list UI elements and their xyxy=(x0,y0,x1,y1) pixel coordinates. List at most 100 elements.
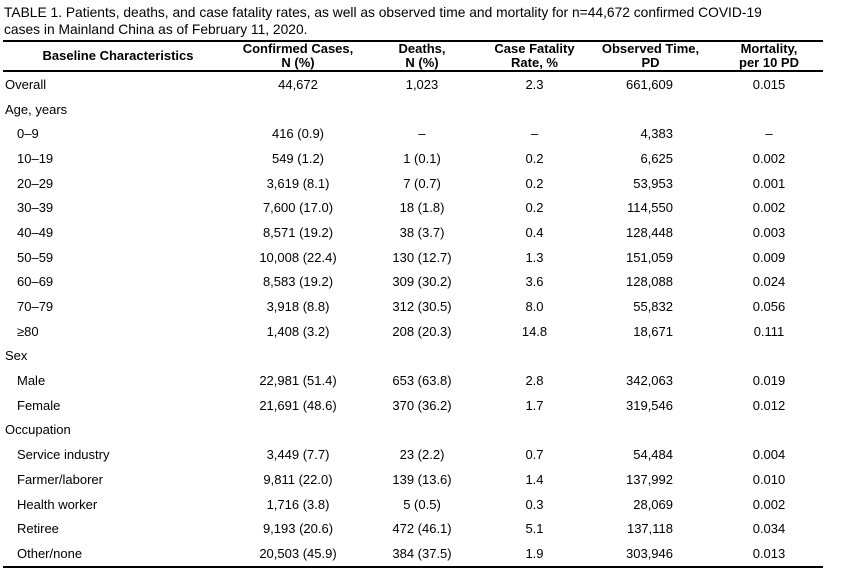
case-fatality-rate-cell: 0.4 xyxy=(525,224,544,240)
confirmed-cases-cell: 44,672 xyxy=(278,76,318,92)
mortality-cell: 0.001 xyxy=(752,175,786,191)
case-fatality-rate-cell: 0.2 xyxy=(525,200,544,216)
confirmed-cases-cell: 22,981 (51.4) xyxy=(259,373,337,389)
case-fatality-rate-cell: – xyxy=(530,126,539,142)
row-label: Health worker xyxy=(17,496,98,512)
row-label: Service industry xyxy=(17,447,110,463)
column-header-observed-time: Observed Time, PD xyxy=(588,42,713,70)
observed-time-cell: 319,546 xyxy=(626,397,673,413)
observed-time-cell: 18,671 xyxy=(633,323,673,339)
mortality-cell: 0.010 xyxy=(752,471,786,487)
column-header-label: Rate, % xyxy=(511,55,558,70)
table-row: 10–19 549 (1.2) 1 (0.1) 0.2 6,625 0.002 xyxy=(3,146,823,171)
observed-time-cell: 151,059 xyxy=(626,249,673,265)
row-label: 70–79 xyxy=(17,299,54,315)
column-header-label: Baseline Characteristics xyxy=(42,48,194,63)
table-title-line-2: cases in Mainland China as of February 1… xyxy=(4,21,308,37)
deaths-cell: 1 (0.1) xyxy=(403,150,441,166)
case-fatality-rate-cell: 0.2 xyxy=(525,175,544,191)
observed-time-cell: 6,625 xyxy=(640,150,673,166)
row-label: 0–9 xyxy=(17,126,39,142)
deaths-cell: 309 (30.2) xyxy=(392,274,452,290)
case-fatality-rate-cell: 5.1 xyxy=(525,521,544,537)
data-table: Baseline Characteristics Confirmed Cases… xyxy=(3,40,823,568)
column-header-mortality: Mortality, per 10 PD xyxy=(713,42,825,70)
column-header-baseline-characteristics: Baseline Characteristics xyxy=(3,49,233,63)
table-row: Overall 44,672 1,023 2.3 661,609 0.015 xyxy=(3,72,823,97)
table-section-row: Age, years xyxy=(3,97,823,122)
mortality-cell: 0.009 xyxy=(752,249,786,265)
observed-time-cell: 128,088 xyxy=(626,274,673,290)
confirmed-cases-cell: 549 (1.2) xyxy=(271,150,325,166)
deaths-cell: 139 (13.6) xyxy=(392,471,452,487)
row-label: Overall xyxy=(5,76,47,92)
row-label: Age, years xyxy=(5,101,68,117)
confirmed-cases-cell: 8,583 (19.2) xyxy=(262,274,334,290)
row-label: 40–49 xyxy=(17,224,54,240)
column-header-label: Case Fatality xyxy=(494,41,575,56)
deaths-cell: 18 (1.8) xyxy=(399,200,445,216)
case-fatality-rate-cell: 2.3 xyxy=(525,76,544,92)
row-label: 30–39 xyxy=(17,200,54,216)
observed-time-cell: 54,484 xyxy=(633,447,673,463)
row-label: 20–29 xyxy=(17,175,54,191)
deaths-cell: 370 (36.2) xyxy=(392,397,452,413)
row-label: Sex xyxy=(5,348,28,364)
confirmed-cases-cell: 1,716 (3.8) xyxy=(266,496,330,512)
deaths-cell: 5 (0.5) xyxy=(403,496,441,512)
deaths-cell: 7 (0.7) xyxy=(403,175,441,191)
table-header-row: Baseline Characteristics Confirmed Cases… xyxy=(3,40,823,72)
mortality-cell: 0.056 xyxy=(752,299,786,315)
table-row: Service industry 3,449 (7.7) 23 (2.2) 0.7 54… xyxy=(3,442,823,467)
row-label: Female xyxy=(17,397,61,413)
observed-time-cell: 28,069 xyxy=(633,496,673,512)
mortality-cell: 0.111 xyxy=(753,323,785,339)
column-header-label: N (%) xyxy=(405,55,439,70)
table-row: Female 21,691 (48.6) 370 (36.2) 1.7 319,546 0… xyxy=(3,393,823,418)
table-row: ≥80 1,408 (3.2) 208 (20.3) 14.8 18,671 0.111 xyxy=(3,319,823,344)
confirmed-cases-cell: 7,600 (17.0) xyxy=(262,200,334,216)
table-row: Male 22,981 (51.4) 653 (63.8) 2.8 342,063 0.0… xyxy=(3,368,823,393)
row-label: ≥80 xyxy=(17,323,39,339)
table-row: 60–69 8,583 (19.2) 309 (30.2) 3.6 128,088 0.0… xyxy=(3,270,823,295)
column-header-label: Confirmed Cases, xyxy=(242,41,354,56)
observed-time-cell: 55,832 xyxy=(633,299,673,315)
observed-time-cell: 53,953 xyxy=(633,175,673,191)
column-header-label: Mortality, xyxy=(740,41,798,56)
row-label: 50–59 xyxy=(17,249,54,265)
mortality-cell: 0.024 xyxy=(752,274,786,290)
confirmed-cases-cell: 3,619 (8.1) xyxy=(266,175,330,191)
confirmed-cases-cell: 416 (0.9) xyxy=(271,126,325,142)
observed-time-cell: 303,946 xyxy=(626,545,673,561)
row-label: Occupation xyxy=(5,422,71,438)
confirmed-cases-cell: 9,811 (22.0) xyxy=(263,471,333,487)
case-fatality-rate-cell: 1.4 xyxy=(525,471,544,487)
table-row: 30–39 7,600 (17.0) 18 (1.8) 0.2 114,550 0.002 xyxy=(3,195,823,220)
confirmed-cases-cell: 9,193 (20.6) xyxy=(262,521,334,537)
observed-time-cell: 137,992 xyxy=(626,471,673,487)
row-label: Male xyxy=(17,373,46,389)
row-label: 60–69 xyxy=(17,274,54,290)
deaths-cell: 130 (12.7) xyxy=(392,249,452,265)
column-header-label: per 10 PD xyxy=(739,55,799,70)
observed-time-cell: 128,448 xyxy=(626,224,673,240)
case-fatality-rate-cell: 1.3 xyxy=(525,249,544,265)
row-label: 10–19 xyxy=(17,150,54,166)
deaths-cell: 38 (3.7) xyxy=(399,224,445,240)
mortality-cell: 0.002 xyxy=(752,200,786,216)
case-fatality-rate-cell: 0.3 xyxy=(525,496,544,512)
mortality-cell: 0.004 xyxy=(752,447,786,463)
confirmed-cases-cell: 3,449 (7.7) xyxy=(266,447,330,463)
deaths-cell: 1,023 xyxy=(405,76,439,92)
observed-time-cell: 137,118 xyxy=(626,521,673,537)
confirmed-cases-cell: 8,571 (19.2) xyxy=(262,224,334,240)
column-header-label: Observed Time, xyxy=(601,41,700,56)
deaths-cell: 208 (20.3) xyxy=(392,323,452,339)
table-section-row: Occupation xyxy=(3,418,823,443)
mortality-cell: 0.013 xyxy=(752,545,786,561)
confirmed-cases-cell: 20,503 (45.9) xyxy=(259,545,337,561)
column-header-confirmed-cases: Confirmed Cases, N (%) xyxy=(233,42,363,70)
column-header-label: N (%) xyxy=(281,55,315,70)
table-row: Other/none 20,503 (45.9) 384 (37.5) 1.9 303,… xyxy=(3,541,823,566)
table-row: Farmer/laborer 9,811 (22.0) 139 (13.6) 1.4 1… xyxy=(3,467,823,492)
